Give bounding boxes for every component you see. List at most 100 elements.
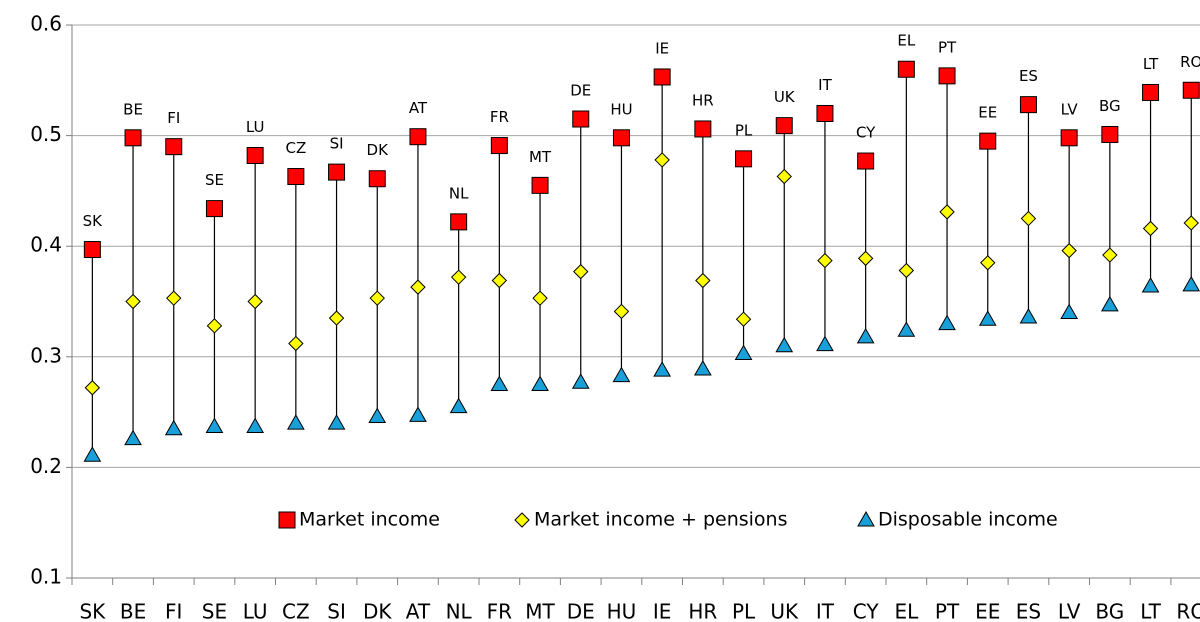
- point-triangle: [124, 429, 142, 446]
- point-diamond: [857, 250, 874, 267]
- point-diamond: [369, 290, 385, 306]
- point-square: [897, 60, 915, 78]
- point-triangle: [449, 397, 468, 414]
- point-diamond: [1102, 247, 1118, 263]
- y-tick-label: 0.5: [30, 122, 62, 146]
- point-triangle: [1141, 277, 1160, 293]
- legend-marker: [514, 512, 530, 528]
- point-triangle: [490, 375, 509, 391]
- data-label: EE: [978, 104, 997, 122]
- point-triangle: [531, 375, 549, 391]
- x-tick-label: PT: [935, 600, 960, 622]
- y-tick-label: 0.4: [30, 233, 62, 257]
- point-diamond: [84, 380, 101, 396]
- point-square: [857, 152, 875, 170]
- x-tick-label: ES: [1016, 600, 1041, 622]
- data-label: DE: [570, 82, 591, 100]
- point-square: [979, 132, 997, 150]
- point-square: [83, 241, 101, 259]
- point-diamond: [450, 269, 467, 285]
- point-square: [938, 67, 956, 85]
- data-label: UK: [774, 88, 796, 106]
- x-tick-label: EE: [975, 600, 1000, 622]
- point-diamond: [410, 279, 426, 295]
- point-diamond: [776, 168, 792, 185]
- point-square: [694, 120, 712, 138]
- point-square: [1019, 96, 1037, 114]
- x-tick-label: HR: [688, 600, 717, 622]
- point-square: [653, 68, 671, 86]
- x-tick-label: LV: [1058, 600, 1081, 622]
- point-square: [1101, 125, 1119, 143]
- point-diamond: [247, 293, 263, 310]
- point-square: [612, 129, 630, 147]
- point-triangle: [409, 406, 427, 422]
- data-label: DK: [367, 141, 390, 159]
- x-tick-label: DK: [363, 600, 392, 622]
- data-label: RO: [1180, 53, 1200, 71]
- point-diamond: [573, 263, 589, 280]
- x-tick-label: AT: [406, 600, 431, 622]
- legend-label: Disposable income: [878, 509, 1058, 531]
- point-triangle: [1019, 307, 1038, 324]
- point-diamond: [939, 204, 955, 220]
- x-tick-label: NL: [446, 600, 473, 622]
- point-diamond: [695, 272, 711, 289]
- x-tick-label: FI: [165, 600, 182, 622]
- point-square: [205, 200, 223, 218]
- x-tick-label: PL: [732, 600, 756, 622]
- point-triangle: [205, 417, 224, 433]
- y-tick-label: 0.3: [30, 343, 62, 367]
- point-diamond: [654, 152, 670, 168]
- point-diamond: [206, 318, 223, 334]
- point-diamond: [980, 255, 996, 271]
- x-tick-label: BG: [1095, 600, 1124, 622]
- data-label: NL: [449, 184, 469, 202]
- x-tick-label: IE: [653, 600, 672, 622]
- point-square: [450, 213, 468, 231]
- x-tick-label: LT: [1140, 600, 1161, 622]
- x-tick-label: UK: [770, 600, 799, 622]
- point-square: [409, 128, 427, 146]
- x-tick-label: RO: [1176, 600, 1200, 622]
- data-label: FR: [490, 108, 509, 126]
- point-diamond: [1020, 210, 1037, 227]
- data-label: LT: [1143, 55, 1159, 73]
- data-label: LV: [1061, 100, 1079, 118]
- x-tick-label: HU: [607, 600, 637, 622]
- x-tick-label: FR: [487, 600, 513, 622]
- data-label: PL: [735, 121, 753, 139]
- data-label: AT: [409, 99, 428, 117]
- data-label: CY: [856, 124, 876, 142]
- data-label: HR: [692, 91, 714, 109]
- point-square: [287, 168, 305, 186]
- data-label: SI: [330, 135, 344, 153]
- point-square: [816, 104, 834, 122]
- point-square: [1182, 81, 1200, 99]
- data-label: EL: [897, 32, 915, 50]
- x-tick-label: BE: [120, 600, 146, 622]
- x-tick-label: DE: [567, 600, 595, 622]
- data-label: CZ: [285, 139, 306, 157]
- legend-label: Market income + pensions: [534, 509, 787, 531]
- legend-marker: [857, 510, 875, 527]
- x-tick-label: LU: [243, 600, 268, 622]
- point-square: [165, 138, 183, 156]
- data-label: PT: [938, 38, 957, 56]
- point-triangle: [816, 335, 834, 352]
- point-diamond: [1183, 215, 1199, 231]
- data-label: MT: [529, 148, 552, 166]
- point-triangle: [164, 419, 183, 436]
- point-triangle: [734, 344, 753, 360]
- y-tick-label: 0.1: [30, 565, 62, 589]
- point-diamond: [735, 311, 752, 327]
- point-triangle: [286, 414, 305, 430]
- point-triangle: [693, 359, 712, 376]
- point-diamond: [288, 335, 304, 352]
- point-triangle: [1060, 303, 1079, 320]
- data-label: FI: [167, 109, 180, 127]
- x-tick-label: MT: [525, 600, 555, 622]
- point-square: [246, 147, 264, 165]
- point-triangle: [1182, 275, 1200, 292]
